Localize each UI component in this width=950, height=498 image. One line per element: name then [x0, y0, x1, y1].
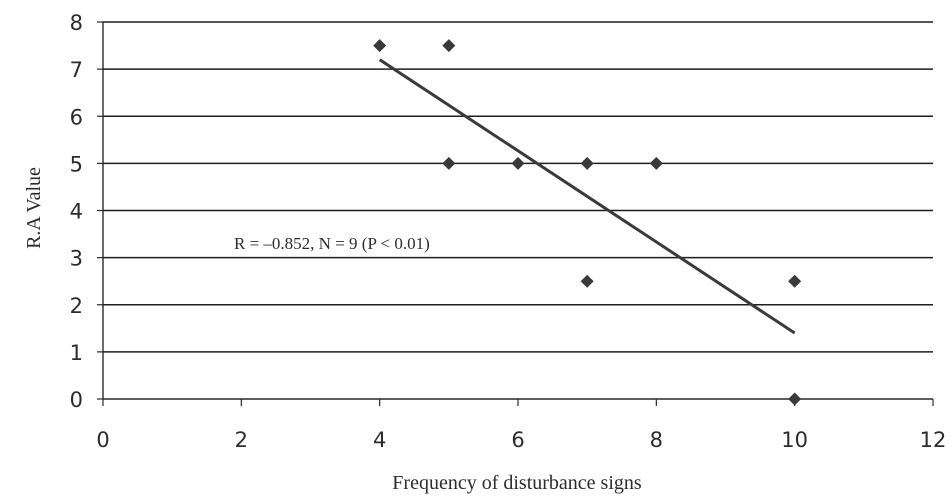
- y-tick-label-8: 8: [70, 11, 83, 35]
- data-point: [649, 156, 663, 170]
- x-tick-label-2: 2: [235, 428, 248, 452]
- x-tick-label-12: 12: [920, 428, 947, 452]
- data-point: [580, 274, 594, 288]
- x-tick-label-0: 0: [96, 428, 109, 452]
- x-axis-title: Frequency of disturbance signs: [392, 472, 642, 494]
- x-tick-label-4: 4: [373, 428, 386, 452]
- y-tick-label-3: 3: [70, 247, 83, 271]
- x-tick-label-8: 8: [650, 428, 663, 452]
- axes: [97, 21, 934, 406]
- y-tick-label-4: 4: [70, 200, 83, 224]
- y-tick-label-6: 6: [70, 105, 83, 129]
- trendline-group: [378, 58, 796, 335]
- y-tick-label-2: 2: [70, 294, 83, 318]
- data-point: [442, 39, 456, 53]
- data-point: [788, 392, 802, 406]
- gridlines: [103, 21, 933, 353]
- data-point: [442, 156, 456, 170]
- data-points: [373, 39, 802, 406]
- y-tick-label-5: 5: [70, 152, 83, 176]
- x-tick-label-6: 6: [511, 428, 524, 452]
- y-axis-title: R.A Value: [23, 167, 45, 249]
- trendline: [378, 58, 796, 335]
- data-point: [788, 274, 802, 288]
- data-point: [511, 156, 525, 170]
- y-tick-label-0: 0: [70, 388, 83, 412]
- data-point: [373, 39, 387, 53]
- data-point: [580, 156, 594, 170]
- y-tick-label-7: 7: [70, 58, 83, 82]
- y-tick-label-1: 1: [70, 341, 83, 365]
- correlation-annotation: R = –0.852, N = 9 (P < 0.01): [234, 234, 430, 253]
- x-tick-label-10: 10: [781, 428, 808, 452]
